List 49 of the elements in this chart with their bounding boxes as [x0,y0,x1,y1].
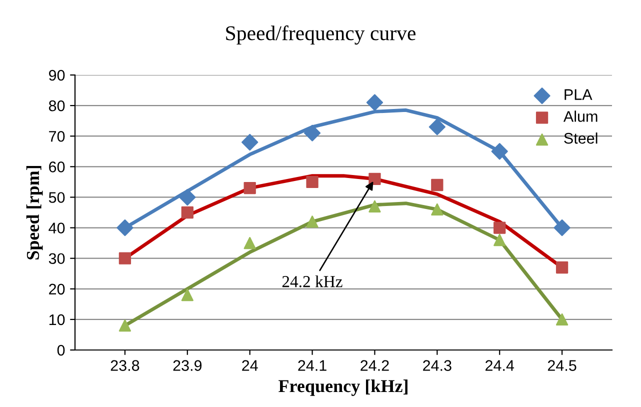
point [118,319,132,332]
point [306,216,318,228]
x-tick-label: 24 [242,360,258,371]
y-tick-label: 60 [49,162,65,172]
point [494,222,506,234]
x-tick-label: 24.1 [298,360,326,371]
point [556,261,568,274]
point [179,188,196,206]
point [431,203,444,216]
point [494,234,506,246]
x-tick-label: 24.2 [360,360,389,371]
x-tick-label: 23.8 [110,360,140,371]
y-tick-label: 10 [49,314,65,326]
y-axis-title: Speed [rpm] [26,166,43,260]
y-tick-label: 40 [48,222,65,234]
y-tick-label: 30 [48,253,65,264]
x-tick-label: 23.9 [173,360,202,371]
x-axis-title: Frequency [kHz] [278,380,408,396]
point [116,219,134,236]
point [554,219,570,236]
y-tick-label: 90 [49,70,65,81]
point [368,172,381,185]
point [556,313,568,326]
point [428,118,446,136]
point [306,176,318,188]
y-tick-label: 20 [49,284,65,295]
legend-label: Steel [564,132,598,144]
point [366,94,384,111]
point [431,178,444,192]
x-tick-label: 24.4 [486,360,514,371]
point [181,206,194,219]
legend-label: Alum [563,110,598,122]
point [181,288,194,302]
x-tick-label: 24.3 [423,360,452,371]
point [244,182,256,194]
point [118,252,132,264]
y-tick-label: 80 [48,100,65,112]
y-tick-label: 0 [57,344,65,356]
legend-label: PLA [564,89,592,100]
point [244,236,256,250]
y-tick-label: 70 [49,130,65,142]
point [491,143,508,160]
y-tick-label: 50 [48,192,65,203]
point [242,134,258,151]
point [368,200,381,212]
chart-title: Speed/frequency curve [226,25,416,45]
x-tick-label: 24.5 [548,360,576,371]
point [304,124,321,142]
annotation: 24.2 kHz [282,276,342,288]
